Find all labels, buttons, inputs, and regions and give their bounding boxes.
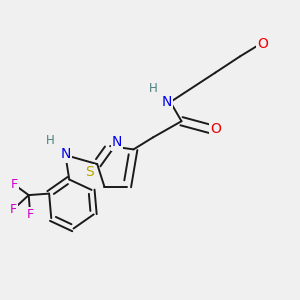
Text: H: H [46, 134, 55, 148]
Text: H: H [148, 82, 158, 95]
Text: N: N [161, 95, 172, 109]
Text: S: S [85, 166, 94, 179]
Text: O: O [211, 122, 221, 136]
Text: F: F [11, 178, 18, 191]
Text: N: N [61, 148, 71, 161]
Text: F: F [27, 208, 34, 221]
Text: O: O [257, 37, 268, 50]
Text: N: N [112, 136, 122, 149]
Text: F: F [10, 203, 17, 216]
